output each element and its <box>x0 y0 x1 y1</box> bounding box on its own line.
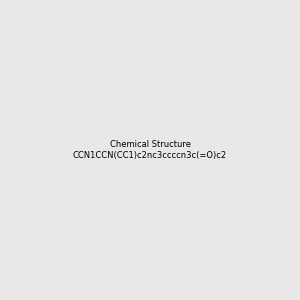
Text: Chemical Structure
CCN1CCN(CC1)c2nc3ccccn3c(=O)c2: Chemical Structure CCN1CCN(CC1)c2nc3cccc… <box>73 140 227 160</box>
